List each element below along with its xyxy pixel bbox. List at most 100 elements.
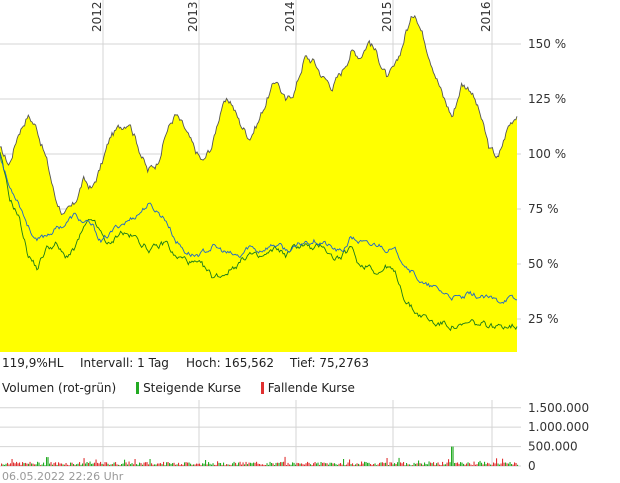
volume-bar — [191, 464, 193, 466]
volume-bar — [227, 464, 229, 466]
volume-bar — [40, 465, 42, 466]
volume-bar — [20, 464, 22, 466]
volume-bar — [515, 463, 517, 466]
volume-bar — [256, 461, 258, 466]
volume-bar — [184, 462, 186, 466]
volume-bar — [473, 461, 475, 466]
volume-bar — [194, 464, 196, 466]
volume-bar — [433, 462, 435, 466]
volume-bar — [415, 463, 417, 466]
volume-bar — [293, 462, 295, 466]
volume-bar — [79, 462, 81, 466]
volume-bar — [109, 464, 111, 466]
volume-bar — [335, 464, 337, 466]
volume-bar — [139, 462, 141, 466]
volume-bar — [493, 462, 495, 466]
volume-bar — [101, 463, 103, 466]
volume-bar — [188, 462, 190, 466]
volume-bar — [428, 461, 430, 466]
volume-bar — [149, 459, 151, 466]
volume-bar — [127, 464, 129, 466]
volume-bar — [332, 463, 334, 466]
volume-bar — [2, 464, 4, 466]
volume-bar — [64, 464, 66, 466]
volume-bar — [352, 463, 354, 466]
volume-bar — [308, 462, 310, 466]
volume-bar — [371, 464, 373, 466]
volume-bar — [5, 463, 7, 466]
volume-bar — [34, 464, 36, 466]
volume-bar — [131, 463, 133, 466]
volume-bars — [1, 446, 519, 466]
volume-bar — [389, 462, 391, 466]
x-tick-label-2015: 2015 — [380, 1, 394, 32]
volume-bar — [218, 462, 220, 466]
volume-bar — [494, 463, 496, 466]
volume-bar — [202, 463, 204, 466]
volume-y-tick-label: 500.000 — [528, 440, 578, 454]
volume-bar — [314, 462, 316, 466]
volume-bar — [152, 464, 154, 466]
volume-bar — [133, 464, 135, 466]
volume-bar — [316, 463, 318, 466]
volume-bar — [248, 462, 250, 466]
volume-bar — [302, 464, 304, 466]
volume-bar — [340, 463, 342, 466]
volume-bar — [469, 463, 471, 466]
volume-bar — [100, 461, 102, 466]
area-fill — [0, 15, 517, 353]
volume-bar — [52, 464, 54, 466]
volume-axis: 1.500.000 1.000.000 500.000 0 — [528, 401, 589, 473]
volume-bar — [209, 463, 211, 466]
volume-bar — [125, 462, 127, 466]
volume-bar — [376, 465, 378, 466]
volume-bar — [500, 463, 502, 466]
volume-bar — [484, 461, 486, 466]
volume-bar — [482, 464, 484, 466]
volume-bar — [442, 461, 444, 466]
volume-bar — [44, 465, 46, 466]
volume-bar — [23, 463, 25, 466]
volume-bar — [380, 462, 382, 466]
volume-bar — [185, 462, 187, 466]
volume-bar — [94, 462, 96, 466]
volume-bar — [236, 464, 238, 466]
volume-bar — [470, 464, 472, 466]
volume-bar — [281, 462, 283, 466]
volume-bar — [217, 461, 219, 466]
volume-bar — [292, 462, 294, 466]
volume-bar — [503, 462, 505, 466]
volume-bar — [403, 462, 405, 466]
volume-bar — [182, 464, 184, 466]
volume-bar — [421, 463, 423, 466]
volume-bar — [122, 463, 124, 466]
volume-bar — [178, 462, 180, 466]
volume-bar — [212, 463, 214, 466]
main-axis: 2012 2013 2014 2015 2016 150 % 125 % 100 % 75 % 5… — [90, 1, 566, 326]
volume-bar — [67, 464, 69, 466]
volume-bar — [253, 462, 255, 466]
volume-bar — [514, 462, 516, 466]
volume-bar — [128, 461, 130, 466]
volume-bar — [11, 459, 13, 466]
volume-bar — [349, 459, 351, 466]
volume-bar — [190, 463, 192, 466]
volume-bar — [265, 465, 267, 466]
volume-bar — [155, 464, 157, 466]
volume-bar — [490, 464, 492, 466]
area-line — [0, 14, 518, 216]
volume-bar — [280, 462, 282, 466]
timestamp: 06.05.2022 22:26 Uhr — [2, 470, 124, 483]
volume-bar — [377, 464, 379, 466]
volume-bar — [73, 464, 75, 466]
volume-bar — [388, 465, 390, 466]
volume-bar — [49, 463, 51, 466]
volume-bar — [362, 463, 364, 466]
volume-bar — [299, 463, 301, 466]
volume-bar — [283, 461, 285, 466]
volume-bar — [409, 464, 411, 466]
volume-bar — [317, 462, 319, 466]
volume-bar — [74, 464, 76, 466]
volume-bar — [350, 464, 352, 466]
volume-bar — [241, 464, 243, 466]
